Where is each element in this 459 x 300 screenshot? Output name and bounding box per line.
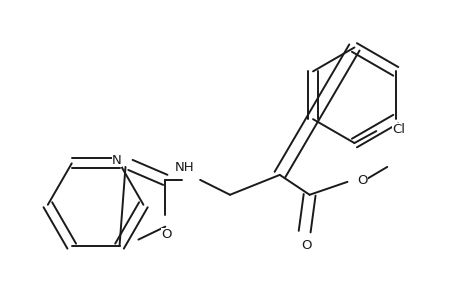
Text: N: N <box>112 154 121 167</box>
Text: O: O <box>357 174 367 188</box>
Text: O: O <box>301 239 311 252</box>
Text: NH: NH <box>174 161 194 174</box>
Text: O: O <box>161 228 171 241</box>
Text: Cl: Cl <box>392 123 404 136</box>
